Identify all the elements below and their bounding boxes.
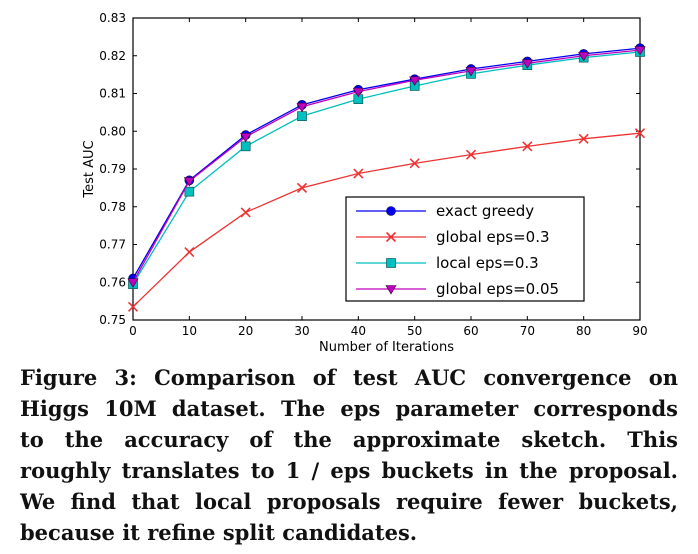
series-global-eps-0-05 [127, 46, 646, 288]
axis-ticks: 0 10 20 30 40 50 60 70 80 90 0.75 0.76 0.77 0.78 0.79 0… [99, 11, 647, 338]
chart-area: 0 10 20 30 40 50 60 70 80 90 0.75 0.76 0.77 0.78 0.79 0… [82, 11, 648, 355]
y-axis-label: Test AUC [82, 140, 97, 198]
legend-label: global eps=0.3 [436, 228, 550, 246]
x-tick-label: 10 [182, 324, 197, 338]
test-auc-convergence-chart: 0 10 20 30 40 50 60 70 80 90 0.75 0.76 0.77 0.78 0.79 0… [82, 11, 648, 355]
legend-entry-exact-greedy: exact greedy [356, 202, 534, 220]
legend-entry-global-eps-0-05: global eps=0.05 [356, 280, 559, 298]
x-tick-label: 30 [294, 324, 309, 338]
caption-line: because it refine split candidates. [20, 520, 418, 545]
legend-label: local eps=0.3 [436, 254, 539, 272]
x-axis-label: Number of Iterations [319, 340, 454, 355]
y-tick-label: 0.78 [99, 200, 126, 214]
caption-line: Figure 3: Comparison of test AUC converg… [20, 365, 678, 390]
y-tick-label: 0.81 [99, 87, 126, 101]
caption-line: Higgs 10M dataset. The eps parameter cor… [20, 396, 678, 421]
x-tick-label: 20 [238, 324, 253, 338]
legend: exact greedy global eps=0.3 local eps=0.3 g… [345, 196, 585, 302]
series-global-eps-0-3 [127, 128, 646, 312]
x-tick-label: 50 [407, 324, 422, 338]
caption-line: to the accuracy of the approximate sketc… [20, 427, 678, 452]
y-tick-label: 0.79 [99, 162, 126, 176]
x-tick-label: 70 [520, 324, 535, 338]
x-tick-label: 0 [129, 324, 137, 338]
legend-label: exact greedy [436, 202, 534, 220]
caption-line: We find that local proposals require few… [20, 489, 678, 514]
x-tick-label: 80 [576, 324, 591, 338]
x-tick-label: 60 [463, 324, 478, 338]
y-tick-label: 0.75 [99, 313, 126, 327]
legend-entry-global-eps-0-3: global eps=0.3 [356, 228, 550, 246]
y-tick-label: 0.80 [99, 124, 126, 138]
x-tick-label: 40 [351, 324, 366, 338]
legend-label: global eps=0.05 [436, 280, 559, 298]
y-tick-label: 0.83 [99, 11, 126, 25]
y-tick-label: 0.77 [99, 238, 126, 252]
x-tick-label: 90 [632, 324, 647, 338]
legend-entry-local-eps-0-3: local eps=0.3 [356, 254, 539, 272]
y-tick-label: 0.82 [99, 49, 126, 63]
legend-box [345, 196, 585, 302]
figure-caption: Figure 3: Comparison of test AUC converg… [20, 362, 678, 548]
y-tick-label: 0.76 [99, 275, 126, 289]
caption-line: roughly translates to 1 / eps buckets in… [20, 458, 678, 483]
